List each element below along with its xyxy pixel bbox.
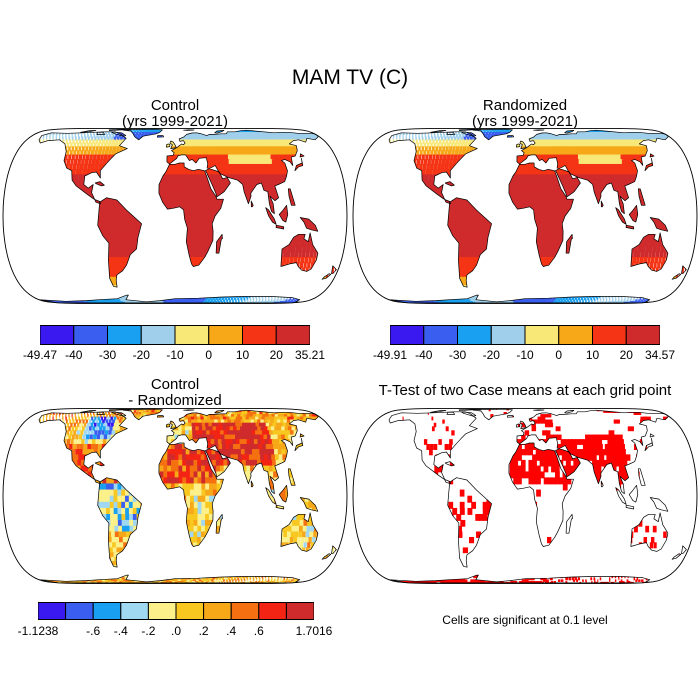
control-colorbar-swatch — [275, 325, 311, 345]
difference-colorbar-swatch — [37, 602, 67, 620]
randomized-colorbar-swatch — [558, 325, 593, 345]
control-colorbar — [39, 325, 311, 345]
difference-colorbar-label: .2 — [198, 624, 209, 638]
difference-colorbar-swatch — [120, 602, 149, 620]
figure-title: MAM TV (C) — [291, 66, 409, 89]
control-map — [2, 127, 348, 305]
randomized-colorbar-label: -49.91 — [372, 348, 408, 362]
significance-note: Cells are significant at 0.1 level — [442, 613, 608, 627]
randomized-colorbar — [389, 325, 661, 345]
control-colorbar-swatch — [174, 325, 210, 345]
randomized-colorbar-label: -20 — [482, 348, 500, 362]
control-panel-title: Control (yrs 1999-2021) — [75, 98, 275, 130]
control-colorbar-swatch — [208, 325, 243, 345]
control-colorbar-swatch — [39, 325, 75, 345]
difference-colorbar-label: -.6 — [86, 624, 101, 638]
control-colorbar-label: 20 — [269, 348, 283, 362]
difference-panel-title: Control - Randomized — [75, 377, 275, 409]
difference-colorbar-swatch — [92, 602, 122, 620]
control-colorbar-swatches — [39, 325, 311, 345]
randomized-colorbar-swatch — [524, 325, 560, 345]
difference-title-line2: - Randomized — [128, 392, 222, 409]
randomized-colorbar-swatch — [625, 325, 661, 345]
randomized-colorbar-swatch — [457, 325, 492, 345]
randomized-colorbar-label: -40 — [415, 348, 433, 362]
control-coastlines — [38, 128, 337, 304]
control-map-border — [2, 127, 348, 305]
control-colorbar-swatch — [242, 325, 277, 345]
difference-map — [2, 407, 348, 585]
difference-colorbar-swatch — [203, 602, 232, 620]
difference-colorbar-swatch — [258, 602, 287, 620]
difference-colorbar-swatch — [65, 602, 94, 620]
randomized-colorbar-labels: -49.91 -40 -30 -20 -10 0 10 20 34.57 — [373, 348, 675, 362]
randomized-map — [352, 127, 698, 305]
randomized-colorbar-swatch — [423, 325, 458, 345]
difference-colorbar-swatch — [285, 602, 315, 620]
ttest-map — [352, 407, 698, 585]
ttest-map-border — [352, 407, 698, 585]
difference-title-line1: Control — [150, 376, 200, 393]
randomized-colorbar-label: 10 — [585, 348, 600, 362]
control-colorbar-label: -30 — [98, 348, 117, 362]
control-colorbar-label: 10 — [235, 348, 250, 362]
randomized-colorbar-swatch — [592, 325, 627, 345]
control-colorbar-labels: -49.47 -40 -30 -20 -10 0 10 20 35.21 — [23, 348, 325, 362]
control-colorbar-label: -20 — [132, 348, 150, 362]
randomized-colorbar-swatch — [490, 325, 526, 345]
difference-colorbar-label: .6 — [253, 624, 264, 638]
difference-colorbar-swatches — [37, 602, 315, 620]
control-colorbar-label: 0 — [205, 348, 213, 362]
randomized-colorbar-label: 20 — [619, 348, 633, 362]
randomized-coastlines — [388, 128, 687, 304]
control-colorbar-label: -10 — [166, 348, 184, 362]
control-colorbar-swatch — [107, 325, 142, 345]
randomized-colorbar-label: 0 — [555, 348, 563, 362]
difference-colorbar-label: .4 — [226, 624, 237, 638]
control-colorbar-swatch — [140, 325, 176, 345]
randomized-colorbar-label: -10 — [516, 348, 534, 362]
randomized-colorbar-swatches — [389, 325, 661, 345]
difference-map-border — [2, 407, 348, 585]
difference-colorbar-label: 1.7016 — [295, 624, 333, 638]
randomized-title-line2: (yrs 1999-2021) — [472, 113, 578, 130]
randomized-map-border — [352, 127, 698, 305]
ttest-panel-title: T-Test of two Case means at each grid po… — [378, 382, 672, 399]
randomized-colorbar-swatch — [389, 325, 425, 345]
control-colorbar-swatch — [73, 325, 108, 345]
ttest-coastlines — [388, 408, 687, 584]
difference-colorbar-swatch — [147, 602, 177, 620]
difference-colorbar-label: -.4 — [113, 624, 128, 638]
randomized-panel-title: Randomized (yrs 1999-2021) — [425, 98, 625, 130]
difference-colorbar-label: -1.1238 — [17, 624, 59, 638]
randomized-colorbar-label: -30 — [448, 348, 467, 362]
randomized-colorbar-label: 34.57 — [644, 348, 676, 362]
difference-colorbar-label: -.2 — [141, 624, 156, 638]
randomized-title-line1: Randomized — [482, 97, 568, 114]
control-colorbar-label: 35.21 — [294, 348, 326, 362]
control-colorbar-label: -40 — [65, 348, 83, 362]
difference-colorbar-label: .0 — [170, 624, 182, 638]
difference-colorbar — [37, 602, 315, 620]
difference-coastlines — [38, 408, 337, 584]
control-title-line1: Control — [150, 97, 200, 114]
control-title-line2: (yrs 1999-2021) — [122, 113, 228, 130]
difference-colorbar-labels: -1.1238 -.6 -.4 -.2 .0 .2 .4 .6 1.7016 — [18, 624, 333, 638]
control-colorbar-label: -49.47 — [22, 348, 58, 362]
difference-colorbar-swatch — [230, 602, 260, 620]
difference-colorbar-swatch — [175, 602, 205, 620]
